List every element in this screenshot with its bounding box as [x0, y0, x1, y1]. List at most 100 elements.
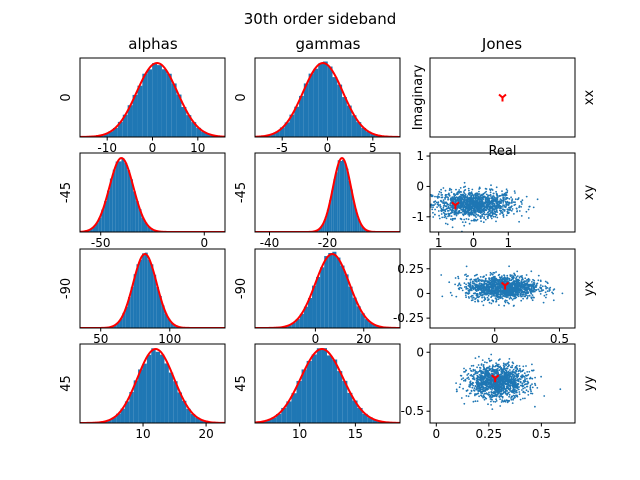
scatter-point — [525, 389, 528, 392]
scatter-point — [496, 386, 498, 389]
scatter-point — [468, 289, 471, 292]
scatter-point — [491, 208, 494, 211]
scatter-point — [522, 285, 525, 287]
scatter-point — [476, 206, 478, 209]
scatter-point — [486, 289, 489, 291]
scatter-point — [479, 276, 482, 278]
scatter-point — [493, 295, 496, 297]
scatter-point — [466, 202, 469, 205]
scatter-point — [502, 294, 505, 297]
scatter-point — [524, 378, 526, 381]
scatter-point — [478, 200, 481, 203]
scatter-point — [477, 300, 479, 303]
panel-alphas-0: -10 0 100 — [59, 57, 226, 155]
scatter-point — [490, 353, 493, 356]
hist-bar — [322, 61, 328, 137]
scatter-point — [522, 385, 525, 387]
scatter-point — [487, 371, 489, 373]
scatter-point — [469, 281, 472, 284]
scatter-point — [529, 388, 532, 390]
scatter-point — [501, 275, 503, 277]
x-tick-label: 0 — [149, 141, 157, 155]
scatter-point — [488, 365, 491, 368]
scatter-point — [469, 386, 471, 388]
axes-jones-yx-frame — [429, 248, 576, 329]
hist-bar — [352, 400, 358, 423]
scatter-point — [442, 199, 445, 202]
scatter-point — [530, 392, 532, 395]
scatter-point — [486, 211, 489, 214]
scatter-point — [526, 281, 529, 283]
hist-bar — [352, 297, 357, 328]
scatter-point — [462, 210, 464, 213]
hist-bar — [116, 322, 120, 328]
hist-bar — [171, 83, 177, 137]
jones-label: yx — [582, 281, 597, 297]
scatter-point — [454, 283, 456, 286]
scatter-point — [501, 384, 503, 387]
scatter-point — [472, 370, 475, 372]
scatter-point — [529, 284, 532, 286]
scatter-point — [503, 304, 506, 307]
x-tick-label: -20 — [318, 236, 338, 250]
scatter-point — [511, 276, 513, 279]
hist-bar — [361, 127, 367, 137]
scatter-point — [434, 195, 436, 198]
hist-bar — [318, 228, 321, 232]
scatter-point — [472, 194, 475, 197]
scatter-point — [545, 293, 548, 296]
scatter-point — [445, 208, 448, 210]
scatter-point — [525, 280, 527, 282]
hist-bar — [107, 190, 110, 232]
scatter-point — [520, 375, 522, 378]
scatter-point — [523, 372, 526, 375]
hist-bar — [144, 252, 148, 328]
scatter-point — [491, 408, 494, 410]
scatter-point — [499, 285, 502, 287]
scatter-point — [489, 279, 492, 282]
scatter-point — [465, 218, 468, 220]
x-tick-label: 0.5 — [550, 332, 569, 346]
scatter-point — [465, 208, 467, 211]
scatter-point — [491, 203, 493, 206]
scatter-point — [460, 198, 463, 200]
scatter-point — [458, 386, 461, 389]
scatter-point — [492, 287, 494, 289]
scatter-point — [444, 208, 447, 211]
scatter-point — [510, 196, 512, 199]
scatter-point — [474, 218, 476, 221]
scatter-point — [522, 380, 525, 382]
scatter-point — [507, 400, 510, 402]
gaussian-fit-curve — [80, 156, 225, 232]
scatter-point — [505, 286, 508, 288]
scatter-point — [487, 198, 490, 201]
scatter-point — [492, 364, 494, 367]
scatter-point — [535, 289, 537, 292]
scatter-point — [518, 291, 521, 293]
scatter-point — [487, 287, 490, 289]
scatter-point — [495, 362, 497, 365]
panel-jones-xy: 1 0 110-1xy — [412, 149, 597, 250]
scatter-point — [504, 301, 507, 304]
scatter-point — [500, 377, 503, 380]
scatter-point — [512, 398, 514, 401]
scatter-point — [487, 290, 490, 293]
mean-marker — [498, 93, 507, 102]
scatter-point — [492, 299, 495, 302]
scatter-point — [531, 363, 533, 366]
scatter-point — [464, 378, 467, 381]
hist-bar — [144, 222, 148, 232]
scatter-point — [433, 204, 435, 207]
scatter-point — [475, 204, 477, 206]
scatter-point — [499, 405, 502, 407]
x-tick-label: 10 — [190, 141, 205, 155]
scatter-point — [485, 282, 487, 285]
scatter-point — [492, 292, 494, 294]
scatter-point — [472, 400, 475, 403]
scatter-point — [448, 281, 451, 284]
hist-bar — [308, 73, 314, 137]
scatter-point — [443, 212, 446, 215]
x-tick-label: 50 — [93, 332, 108, 346]
hist-bar — [289, 114, 295, 137]
gaussian-fit-curve — [80, 348, 225, 423]
